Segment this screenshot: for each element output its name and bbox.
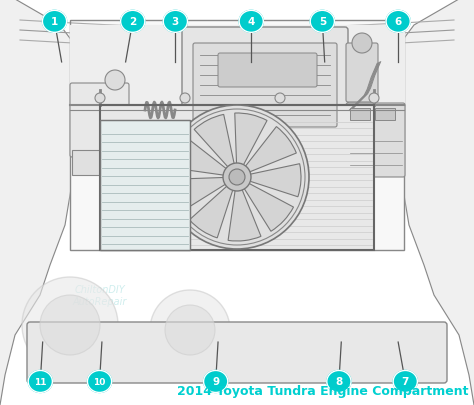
Bar <box>100 106 374 250</box>
Polygon shape <box>0 0 78 405</box>
Circle shape <box>180 94 190 104</box>
Circle shape <box>223 164 251 192</box>
Wedge shape <box>237 127 296 177</box>
Text: 7: 7 <box>401 377 409 386</box>
Text: 11: 11 <box>34 377 46 386</box>
Circle shape <box>275 94 285 104</box>
Circle shape <box>165 106 309 249</box>
FancyBboxPatch shape <box>27 322 447 383</box>
Text: 10: 10 <box>93 377 106 386</box>
Circle shape <box>95 94 105 104</box>
Circle shape <box>105 71 125 91</box>
Wedge shape <box>237 177 293 232</box>
Ellipse shape <box>87 371 112 392</box>
Bar <box>350 109 370 121</box>
Text: 1: 1 <box>51 17 58 27</box>
FancyBboxPatch shape <box>182 28 348 153</box>
FancyBboxPatch shape <box>346 44 378 103</box>
Circle shape <box>369 94 379 104</box>
FancyBboxPatch shape <box>193 44 337 128</box>
Wedge shape <box>173 177 237 211</box>
Text: 2014 Toyota Tundra Engine Compartment: 2014 Toyota Tundra Engine Compartment <box>177 385 469 398</box>
Circle shape <box>229 170 245 185</box>
Ellipse shape <box>203 371 228 392</box>
Text: 6: 6 <box>394 17 402 27</box>
Bar <box>70 26 404 106</box>
Bar <box>100 121 190 250</box>
Wedge shape <box>173 138 237 177</box>
Circle shape <box>165 305 215 355</box>
Bar <box>375 109 395 121</box>
FancyBboxPatch shape <box>218 54 317 88</box>
Ellipse shape <box>310 11 335 33</box>
Wedge shape <box>237 164 301 197</box>
Ellipse shape <box>163 11 188 33</box>
Circle shape <box>40 295 100 355</box>
Bar <box>100 106 374 250</box>
Ellipse shape <box>42 11 67 33</box>
Ellipse shape <box>393 371 418 392</box>
Text: 2: 2 <box>129 17 137 27</box>
FancyBboxPatch shape <box>346 104 405 177</box>
FancyBboxPatch shape <box>70 84 129 158</box>
Ellipse shape <box>28 371 53 392</box>
Ellipse shape <box>239 11 264 33</box>
Bar <box>100 121 190 250</box>
Text: 9: 9 <box>212 377 219 386</box>
Text: 5: 5 <box>319 17 326 27</box>
Wedge shape <box>228 177 261 241</box>
Wedge shape <box>190 177 237 238</box>
Circle shape <box>150 290 230 370</box>
Bar <box>70 21 404 250</box>
Polygon shape <box>396 0 474 405</box>
Text: 8: 8 <box>335 377 343 386</box>
Bar <box>70 21 404 250</box>
Text: 4: 4 <box>247 17 255 27</box>
Text: ChiltonDIY
AutoRepair: ChiltonDIY AutoRepair <box>73 284 127 306</box>
Ellipse shape <box>327 371 351 392</box>
Circle shape <box>22 277 118 373</box>
Ellipse shape <box>120 11 145 33</box>
Bar <box>72 151 127 175</box>
Wedge shape <box>194 115 237 177</box>
Text: 3: 3 <box>172 17 179 27</box>
Ellipse shape <box>386 11 410 33</box>
Circle shape <box>352 34 372 54</box>
Wedge shape <box>235 114 267 177</box>
